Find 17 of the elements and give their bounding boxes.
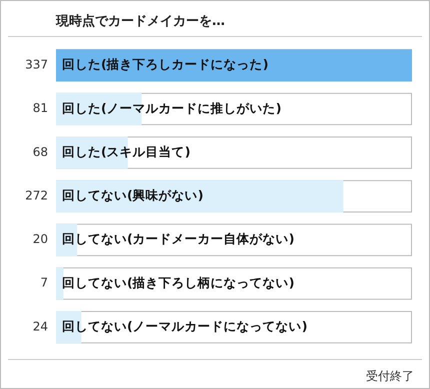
data-label: 24 bbox=[32, 319, 48, 334]
y-tick-label: 回した(描き下ろしカードになった) bbox=[62, 56, 268, 72]
y-tick-label: 回した(ノーマルカードに推しがいた) bbox=[62, 100, 282, 116]
data-label: 81 bbox=[32, 101, 48, 116]
y-tick-label: 回してない(ノーマルカードになってない) bbox=[62, 318, 308, 334]
text: 受付終了 bbox=[366, 369, 414, 384]
y-tick-label: 回した(スキル目当て) bbox=[62, 144, 190, 159]
data-label: 68 bbox=[32, 144, 48, 159]
chart-title: 現時点でカードメイカーを… bbox=[55, 13, 225, 30]
y-tick-label: 回してない(描き下ろし柄になってない) bbox=[62, 274, 294, 290]
y-tick-label: 回してない(興味がない) bbox=[62, 188, 204, 203]
data-label: 20 bbox=[32, 232, 48, 246]
data-label: 272 bbox=[25, 188, 48, 202]
data-label: 337 bbox=[25, 58, 48, 72]
y-tick-label: 回してない(カードメーカー自体がない) bbox=[62, 231, 294, 246]
bar bbox=[56, 267, 64, 300]
data-label: 7 bbox=[40, 276, 48, 290]
